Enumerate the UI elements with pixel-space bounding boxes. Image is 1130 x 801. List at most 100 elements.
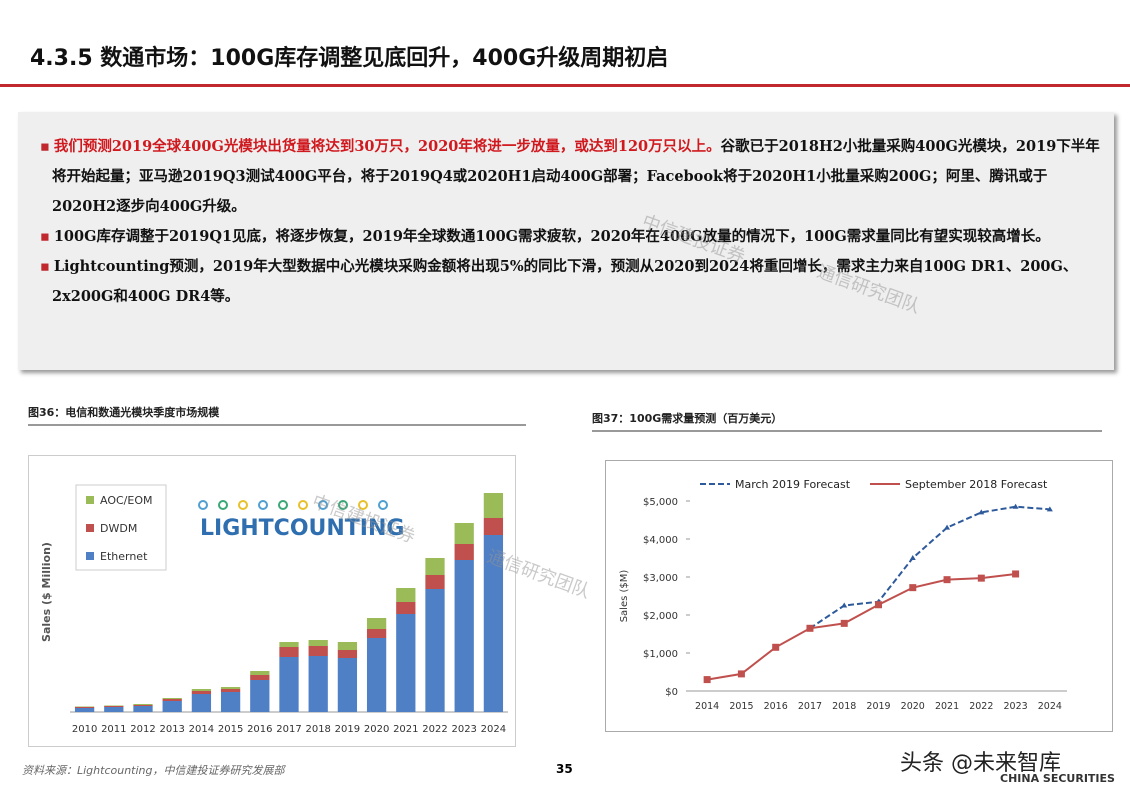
logo-dot bbox=[358, 500, 368, 510]
legend-swatch bbox=[86, 552, 94, 560]
marker bbox=[943, 576, 951, 584]
logo-dot bbox=[198, 500, 208, 510]
frame bbox=[605, 460, 1113, 732]
bar-segment bbox=[191, 694, 212, 712]
chart: Sales ($M) $0 $1,000 $2,000 $3,000 $4,000 $5,0… bbox=[605, 460, 1113, 732]
bar-segment bbox=[483, 518, 504, 535]
bullet: 我们预测2019全球400G光模块出货量将达到30万只，2020年将进一步放量，… bbox=[40, 132, 1102, 222]
logo-dot bbox=[238, 500, 248, 510]
x-tick-label: 2011 bbox=[101, 724, 126, 735]
caption: 图36：电信和数通光模块季度市场规模 bbox=[28, 404, 526, 426]
logo-dot bbox=[278, 500, 288, 510]
marker bbox=[841, 602, 848, 608]
bar-segment bbox=[133, 704, 153, 705]
bar-segment bbox=[337, 658, 358, 712]
x-tick-label: 2023 bbox=[451, 724, 476, 735]
bar-segment bbox=[308, 646, 328, 656]
x-tick-label: 2021 bbox=[935, 701, 959, 712]
bullets: 我们预测2019全球400G光模块出货量将达到30万只，2020年将进一步放量，… bbox=[18, 112, 1114, 312]
marker bbox=[909, 555, 916, 560]
bullet-text: 谷歌已于2018H2小批量采购400G光模块，2019下半年将开始起量；亚马逊2… bbox=[52, 138, 1100, 215]
logo-dot bbox=[318, 500, 328, 510]
marker bbox=[737, 670, 745, 678]
x-tick-label: 2012 bbox=[130, 724, 155, 735]
source: 资料来源：Lightcounting，中信建投证券研究发展部 bbox=[22, 764, 285, 777]
bar-segment bbox=[366, 629, 387, 638]
x-tick-label: 2013 bbox=[159, 724, 184, 735]
bar-segment bbox=[74, 706, 95, 707]
bar-segment bbox=[337, 650, 358, 658]
line bbox=[809, 505, 1050, 630]
marker bbox=[909, 584, 917, 592]
y-tick-label: $3,000 bbox=[643, 573, 678, 584]
bar-segment bbox=[162, 698, 182, 699]
bar-segment bbox=[220, 692, 241, 712]
bar-segment bbox=[279, 657, 299, 712]
bar-segment bbox=[425, 589, 445, 712]
x-tick-label: 2015 bbox=[729, 701, 753, 712]
x-tick-label: 2016 bbox=[247, 724, 272, 735]
marker bbox=[977, 574, 985, 582]
x-tick-label: 2020 bbox=[364, 724, 389, 735]
bar-segment bbox=[396, 588, 416, 602]
marker bbox=[806, 624, 814, 632]
x-tick-label: 2019 bbox=[866, 701, 890, 712]
bar-segment bbox=[250, 671, 270, 675]
bar-segment bbox=[133, 705, 153, 706]
bar-segment bbox=[454, 523, 474, 544]
brand-en: CHINA SECURITIES bbox=[1000, 772, 1115, 785]
bar-segment bbox=[104, 706, 124, 707]
bar-segment bbox=[308, 640, 328, 646]
bar-segment bbox=[133, 706, 153, 712]
bar-segment bbox=[74, 708, 95, 712]
x-tick-label: 2019 bbox=[335, 724, 360, 735]
bar-segment bbox=[337, 642, 358, 650]
marker bbox=[978, 509, 985, 515]
bar-segment bbox=[454, 544, 474, 560]
x-tick-label: 2020 bbox=[901, 701, 925, 712]
bullet-box: 我们预测2019全球400G光模块出货量将达到30万只，2020年将进一步放量，… bbox=[18, 112, 1114, 370]
logo-dot bbox=[258, 500, 268, 510]
rule bbox=[0, 84, 1130, 87]
bar-segment bbox=[425, 575, 445, 589]
x-tick-label: 2018 bbox=[832, 701, 856, 712]
bullet-text: Lightcounting预测，2019年大型数据中心光模块采购金额将出现5%的… bbox=[52, 258, 1078, 305]
x-tick-label: 2022 bbox=[422, 724, 447, 735]
bullet: Lightcounting预测，2019年大型数据中心光模块采购金额将出现5%的… bbox=[40, 252, 1102, 312]
bar-segment bbox=[279, 642, 299, 647]
x-tick-label: 2014 bbox=[189, 724, 214, 735]
x-tick-label: 2014 bbox=[695, 701, 719, 712]
page-number: 35 bbox=[556, 762, 573, 776]
y-axis-label: Sales ($ Million) bbox=[40, 542, 53, 642]
legend-label: September 2018 Forecast bbox=[905, 478, 1048, 491]
bar-segment bbox=[104, 707, 124, 712]
logo: LIGHTCOUNTING bbox=[200, 516, 404, 541]
bar-segment bbox=[366, 618, 387, 629]
bullet-highlight: 我们预测2019全球400G光模块出货量将达到30万只，2020年将进一步放量，… bbox=[53, 138, 721, 155]
title: 4.3.5 数通市场：100G库存调整见底回升，400G升级周期初启 bbox=[30, 46, 669, 71]
marker bbox=[1012, 570, 1020, 578]
marker bbox=[840, 619, 848, 627]
logo-dot bbox=[338, 500, 348, 510]
legend-label: DWDM bbox=[100, 522, 137, 535]
y-tick-label: $4,000 bbox=[643, 535, 678, 546]
brand: 头条 @未来智库 bbox=[900, 751, 1061, 776]
legend-label: Ethernet bbox=[100, 550, 148, 563]
logo-dot bbox=[378, 500, 388, 510]
bar-segment bbox=[483, 535, 504, 712]
bar-segment bbox=[425, 558, 445, 575]
x-tick-label: 2024 bbox=[1038, 701, 1062, 712]
bar-segment bbox=[162, 699, 182, 701]
x-tick-label: 2017 bbox=[276, 724, 301, 735]
bar-segment bbox=[74, 707, 95, 708]
y-axis-label: Sales ($M) bbox=[619, 570, 630, 623]
logo-dot bbox=[218, 500, 228, 510]
x-tick-label: 2016 bbox=[764, 701, 788, 712]
bar-segment bbox=[191, 691, 212, 694]
bar-segment bbox=[220, 687, 241, 689]
bar-segment bbox=[396, 614, 416, 712]
bar-segment bbox=[220, 689, 241, 692]
bar-segment bbox=[366, 638, 387, 712]
bar-segment bbox=[454, 560, 474, 712]
